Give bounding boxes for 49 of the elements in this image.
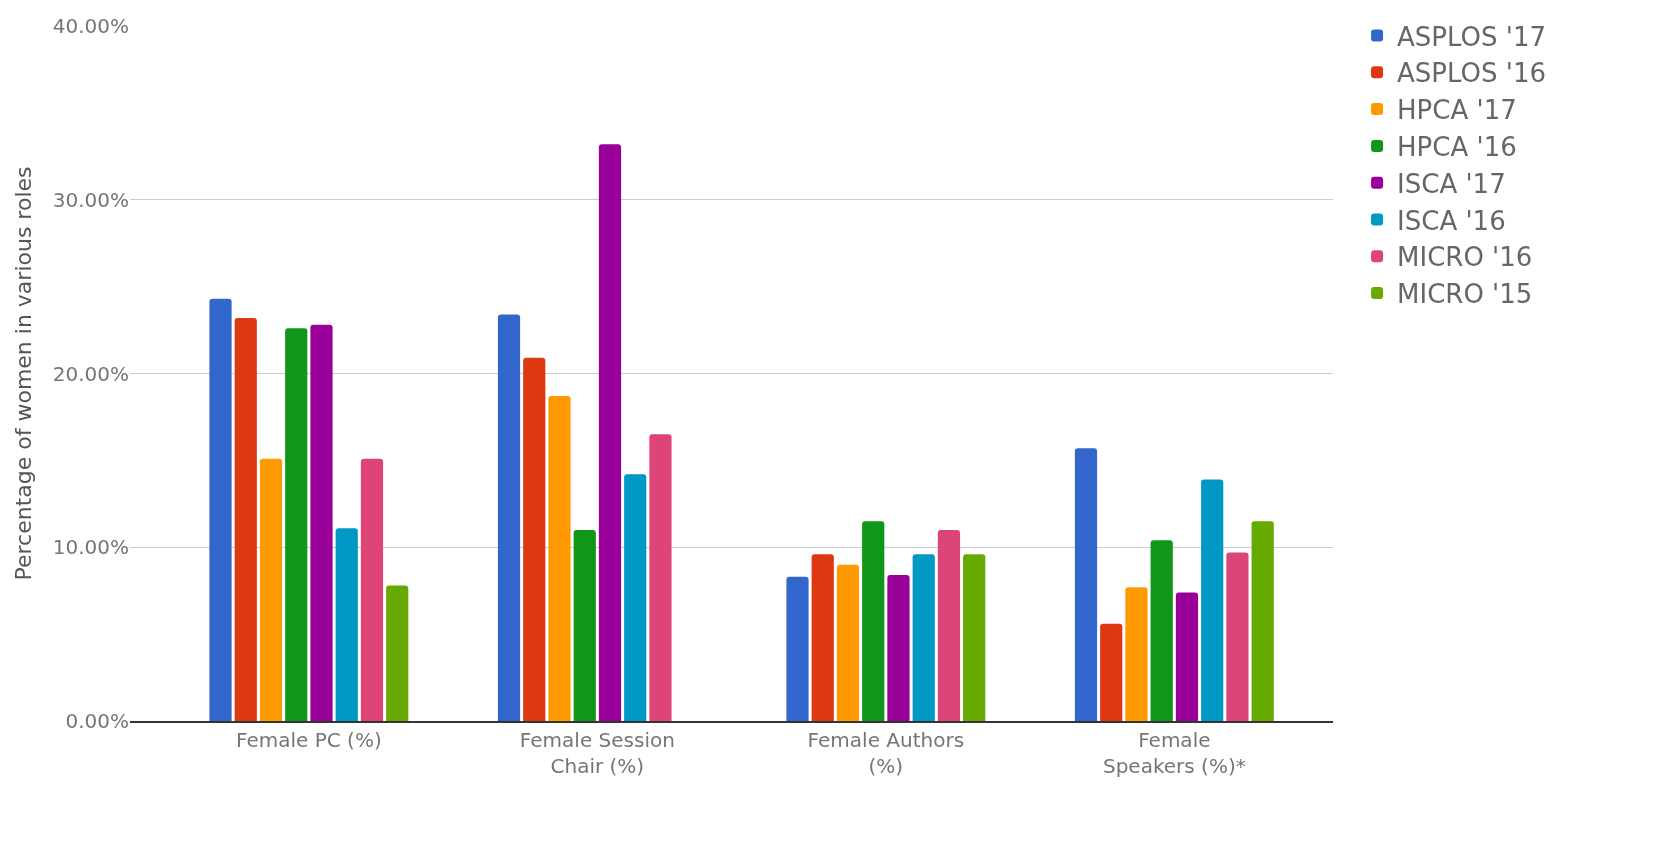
legend-label: ISCA '17	[1397, 168, 1506, 199]
bar	[285, 328, 308, 721]
bar	[862, 521, 885, 721]
bar	[573, 529, 596, 721]
bar	[937, 529, 961, 721]
y-tick-label: 40.00%	[52, 14, 129, 38]
bar	[811, 554, 834, 721]
bar	[1251, 521, 1274, 721]
bar	[1201, 479, 1224, 721]
bar	[649, 434, 672, 721]
bar	[1150, 540, 1173, 721]
legend-label: ISCA '16	[1397, 205, 1506, 236]
bar	[234, 317, 257, 721]
y-tick-label: 30.00%	[52, 187, 129, 212]
bar	[1175, 592, 1199, 721]
bar	[386, 585, 409, 721]
bar	[836, 564, 860, 721]
bar	[209, 298, 232, 721]
bar	[259, 458, 283, 721]
legend-label: MICRO '16	[1397, 242, 1533, 273]
legend-label: MICRO '15	[1397, 279, 1533, 310]
y-tick-label: 0.00%	[65, 709, 129, 733]
bar	[360, 458, 384, 721]
x-tick-label: Female Speakers (%)*	[1102, 728, 1246, 778]
y-tick-label: 10.00%	[52, 535, 129, 560]
legend-label: ASPLOS '16	[1397, 58, 1547, 89]
bar	[912, 554, 935, 721]
legend-label: ASPLOS '17	[1397, 21, 1547, 52]
x-tick-label: Female Session Chair (%)	[519, 728, 675, 778]
bar	[963, 554, 986, 721]
bar	[548, 396, 571, 721]
y-axis-title: Percentage of women in various roles	[10, 166, 36, 581]
legend-label: HPCA '17	[1397, 95, 1517, 126]
bar	[497, 314, 521, 721]
bar	[786, 576, 809, 721]
bar	[1100, 623, 1123, 721]
bar	[1125, 587, 1148, 721]
x-tick-label: Female Authors (%)	[807, 728, 965, 778]
x-tick-label: Female PC (%)	[236, 728, 382, 752]
bar	[1074, 448, 1098, 721]
bar	[887, 575, 910, 721]
bar	[523, 357, 546, 721]
bar	[624, 474, 647, 721]
bar	[310, 324, 333, 721]
legend-label: HPCA '16	[1397, 132, 1517, 163]
bar	[1226, 552, 1249, 721]
bar	[598, 144, 622, 721]
y-tick-label: 20.00%	[52, 361, 129, 386]
bar	[335, 528, 358, 721]
